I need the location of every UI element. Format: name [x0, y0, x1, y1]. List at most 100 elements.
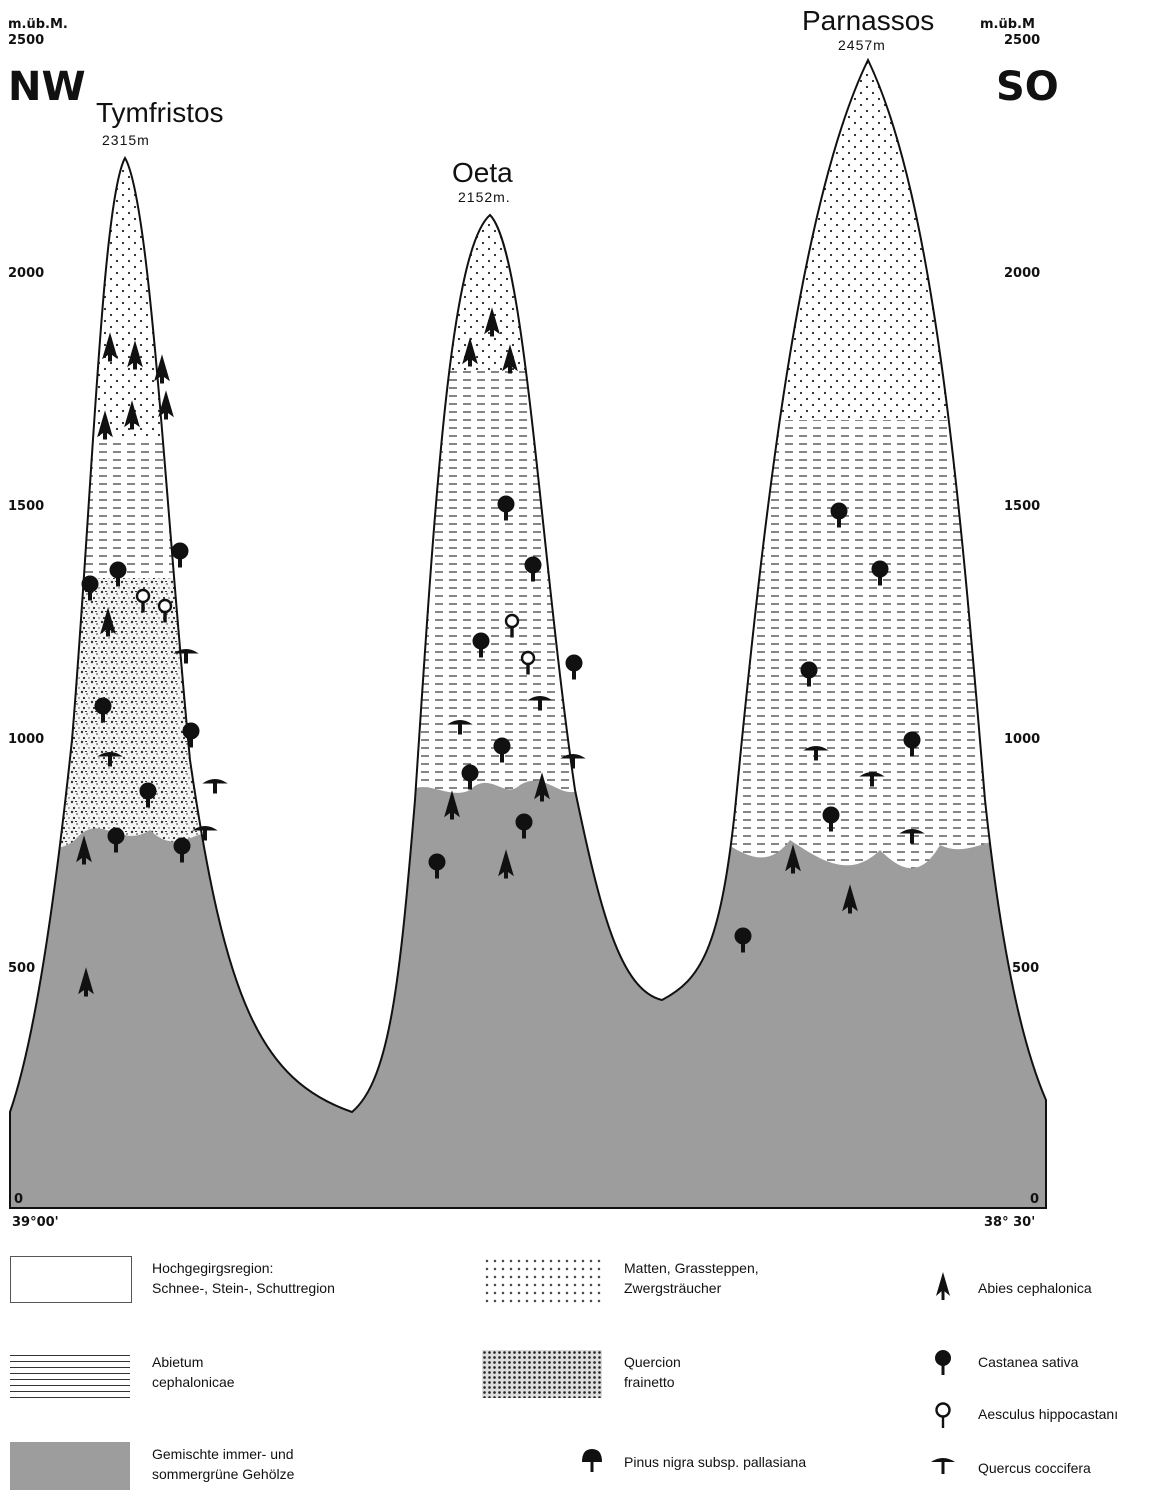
- tick-2500-right: 2500: [1004, 33, 1040, 48]
- peak-altitude-parnassos: 2457m: [838, 37, 886, 53]
- peak-name-parnassos: Parnassos: [802, 5, 934, 36]
- tick-1000-left: 1000: [8, 732, 44, 747]
- legend-zone-abietum: Abietum cephalonicae: [152, 1354, 235, 1390]
- fir-icon: [462, 337, 478, 367]
- fir-icon: [100, 607, 116, 637]
- chestnut-icon: [800, 661, 818, 687]
- chestnut-icon: [524, 556, 542, 582]
- fir-icon: [502, 344, 518, 374]
- fir-icon: [785, 844, 801, 874]
- horse-chestnut-icon: [935, 1402, 951, 1428]
- peak-altitude-tymfristos: 2315m: [102, 132, 150, 148]
- horse-chestnut-icon: [157, 598, 173, 623]
- fir-icon: [936, 1272, 950, 1300]
- peak-name-tymfristos: Tymfristos: [96, 97, 224, 128]
- oak-icon: [899, 829, 925, 844]
- coord-right: 38° 30': [984, 1215, 1035, 1230]
- tick-0-left: 0: [14, 1192, 23, 1207]
- chestnut-icon: [871, 560, 889, 586]
- horse-chestnut-icon: [520, 650, 536, 675]
- fir-icon: [484, 307, 500, 337]
- peak-altitude-oeta: 2152m.: [458, 189, 511, 205]
- tick-0-right: 0: [1030, 1192, 1039, 1207]
- chestnut-icon: [173, 837, 191, 863]
- swatch-quercion: [482, 1350, 602, 1398]
- swatch-abietum: [10, 1350, 130, 1398]
- tree-symbols: [76, 307, 925, 997]
- fir-icon: [76, 835, 92, 865]
- chestnut-icon: [830, 502, 848, 528]
- pine-icon: [582, 1449, 602, 1472]
- chestnut-icon: [182, 722, 200, 748]
- legend-zone-grass-steppes: Matten, Grassteppen, Zwergsträucher: [624, 1260, 759, 1296]
- fir-icon: [444, 790, 460, 820]
- fir-icon: [97, 410, 113, 440]
- oak-icon: [97, 752, 123, 767]
- chestnut-icon: [493, 737, 511, 763]
- coord-left: 39°00': [12, 1215, 59, 1230]
- oak-icon: [173, 649, 199, 664]
- peak-name-oeta: Oeta: [452, 157, 513, 188]
- chestnut-icon: [565, 654, 583, 680]
- legend-zone-high-mountain: Hochgegirgsregion: Schnee-, Stein-, Schu…: [152, 1260, 335, 1296]
- fir-icon: [158, 390, 174, 420]
- tick-500-right: 500: [1012, 961, 1039, 976]
- chestnut-icon: [822, 806, 840, 832]
- vegetation-profile-diagram: m.üb.M. 2500 2000 1500 1000 500 0 39°00'…: [8, 5, 1059, 1230]
- tick-2500-left: 2500: [8, 33, 44, 48]
- fir-icon: [124, 400, 140, 430]
- legend-zone-quercion: Quercion frainetto: [624, 1354, 681, 1390]
- swatch-high-mountain: [10, 1256, 132, 1303]
- fir-icon: [78, 967, 94, 997]
- oak-icon: [859, 772, 885, 787]
- horse-chestnut-icon: [135, 588, 151, 613]
- oak-icon: [931, 1458, 955, 1474]
- fir-icon: [154, 354, 170, 384]
- oak-icon: [192, 826, 218, 841]
- legend-species-abies: Abies cephalonica: [978, 1280, 1092, 1296]
- oak-icon: [560, 754, 586, 769]
- chestnut-icon: [472, 632, 490, 658]
- fir-icon: [842, 884, 858, 914]
- oak-icon: [202, 779, 228, 794]
- chestnut-icon: [935, 1350, 951, 1375]
- chestnut-icon: [109, 561, 127, 587]
- legend-species-pinus: Pinus nigra subsp. pallasiana: [624, 1454, 807, 1470]
- direction-nw: NW: [8, 64, 86, 110]
- horse-chestnut-icon: [504, 613, 520, 638]
- swatch-mixed-woodland: [10, 1442, 130, 1490]
- legend-species-castanea: Castanea sativa: [978, 1354, 1079, 1370]
- chestnut-icon: [903, 731, 921, 757]
- unit-label-left: m.üb.M.: [8, 17, 68, 32]
- fir-icon: [534, 772, 550, 802]
- oak-icon: [447, 720, 473, 735]
- chestnut-icon: [139, 782, 157, 808]
- chestnut-icon: [497, 495, 515, 521]
- tick-2000-right: 2000: [1004, 266, 1040, 281]
- chestnut-icon: [171, 542, 189, 568]
- chestnut-icon: [81, 575, 99, 601]
- chestnut-icon: [107, 827, 125, 853]
- legend-species-quercus: Quercus coccifera: [978, 1460, 1091, 1476]
- fir-icon: [102, 332, 118, 362]
- tick-1500-right: 1500: [1004, 499, 1040, 514]
- direction-so: SO: [996, 64, 1059, 110]
- chestnut-icon: [428, 853, 446, 879]
- oak-icon: [527, 696, 553, 711]
- legend: Hochgegirgsregion: Schnee-, Stein-, Schu…: [0, 1240, 1152, 1493]
- tick-1000-right: 1000: [1004, 732, 1040, 747]
- chestnut-icon: [461, 764, 479, 790]
- chestnut-icon: [734, 927, 752, 953]
- fir-icon: [127, 340, 143, 370]
- tick-2000-left: 2000: [8, 266, 44, 281]
- mixed-woodland-zone: [10, 780, 1046, 1208]
- oak-icon: [803, 746, 829, 761]
- legend-species-aesculus: Aesculus hippocastanı: [978, 1406, 1119, 1422]
- tick-1500-left: 1500: [8, 499, 44, 514]
- chestnut-icon: [515, 813, 533, 839]
- chestnut-icon: [94, 697, 112, 723]
- vegetation-zones: [10, 60, 1046, 1208]
- unit-label-right: m.üb.M: [980, 17, 1035, 32]
- fir-icon: [498, 849, 514, 879]
- tick-500-left: 500: [8, 961, 35, 976]
